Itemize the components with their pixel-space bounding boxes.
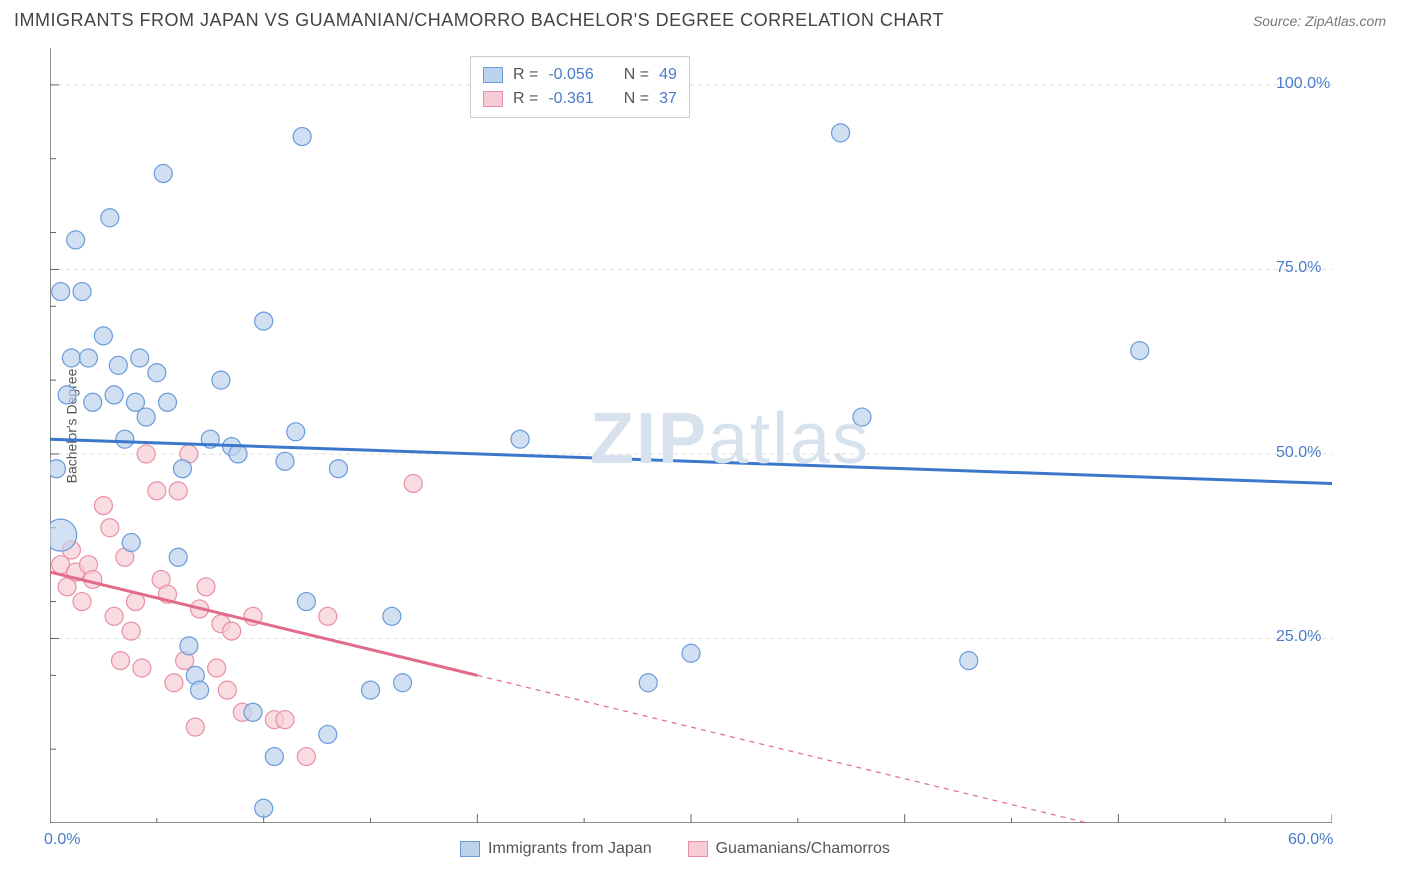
x-tick-label: 60.0% xyxy=(1288,831,1333,849)
n-value-0: 49 xyxy=(659,63,677,87)
legend-label-0: Immigrants from Japan xyxy=(488,840,652,858)
swatch-series-1 xyxy=(483,91,503,107)
legend-item-1: Guamanians/Chamorros xyxy=(688,840,890,858)
n-label: N = xyxy=(624,63,649,87)
r-value-0: -0.056 xyxy=(548,63,593,87)
correlation-legend: R = -0.056 N = 49 R = -0.361 N = 37 xyxy=(470,56,690,118)
n-label: N = xyxy=(624,87,649,111)
r-label: R = xyxy=(513,87,538,111)
chart-area: Bachelor's Degree ZIPatlas R = -0.056 N … xyxy=(50,48,1390,858)
bottom-legend: Immigrants from Japan Guamanians/Chamorr… xyxy=(460,840,890,858)
source-label: Source: ZipAtlas.com xyxy=(1253,13,1386,29)
corr-row-1: R = -0.361 N = 37 xyxy=(483,87,677,111)
y-tick-label: 75.0% xyxy=(1276,259,1321,277)
chart-title: IMMIGRANTS FROM JAPAN VS GUAMANIAN/CHAMO… xyxy=(14,10,944,31)
r-value-1: -0.361 xyxy=(548,87,593,111)
legend-label-1: Guamanians/Chamorros xyxy=(716,840,890,858)
corr-row-0: R = -0.056 N = 49 xyxy=(483,63,677,87)
legend-swatch-0 xyxy=(460,841,480,857)
scatter-plot xyxy=(50,48,1332,823)
r-label: R = xyxy=(513,63,538,87)
n-value-1: 37 xyxy=(659,87,677,111)
swatch-series-0 xyxy=(483,67,503,83)
y-tick-label: 25.0% xyxy=(1276,628,1321,646)
x-tick-label: 0.0% xyxy=(44,831,80,849)
y-tick-label: 100.0% xyxy=(1276,75,1330,93)
y-tick-label: 50.0% xyxy=(1276,444,1321,462)
legend-item-0: Immigrants from Japan xyxy=(460,840,652,858)
legend-swatch-1 xyxy=(688,841,708,857)
